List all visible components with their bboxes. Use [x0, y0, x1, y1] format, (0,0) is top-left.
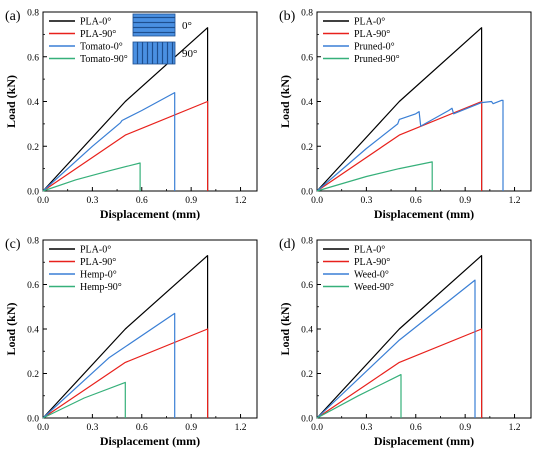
x-tick-label: 1.2 — [235, 196, 247, 206]
series-line-pla-90- — [316, 328, 483, 419]
y-tick-label: 0.0 — [301, 188, 313, 198]
x-axis-label: Displacement (mm) — [100, 434, 200, 448]
hatch-legend-label: 90° — [182, 48, 197, 60]
x-tick-label: 0.9 — [185, 423, 197, 433]
y-axis-label: Load (kN) — [4, 302, 18, 355]
y-axis-label: Load (kN) — [278, 302, 292, 355]
legend-label: Tomato-0° — [80, 42, 123, 53]
x-tick-label: 0.3 — [360, 196, 372, 206]
y-axis-label: Load (kN) — [4, 75, 18, 128]
x-tick-label: 0.6 — [410, 196, 422, 206]
y-tick-label: 0.2 — [301, 370, 313, 380]
x-tick-label: 1.2 — [509, 423, 521, 433]
legend-label: PLA-0° — [354, 245, 385, 256]
legend-label: PLA-90° — [354, 29, 390, 40]
panel-tag: (b) — [279, 9, 296, 24]
panel-tag: (c) — [5, 237, 21, 252]
chart-panel-2: (b) 0.0 0.3 0.6 0.9 1.2 0.0 0.2 0.4 0.6 0.8 Displac… — [278, 9, 532, 221]
legend-label: Tomato-90° — [80, 54, 128, 65]
panel-tag: (a) — [5, 9, 21, 24]
legend-label: Hemp-90° — [80, 282, 122, 293]
y-tick-label: 0.0 — [27, 188, 39, 198]
y-axis-label: Load (kN) — [278, 75, 292, 128]
panel-tag: (d) — [279, 237, 296, 252]
legend-label: PLA-0° — [80, 245, 111, 256]
y-tick-label: 0.8 — [27, 237, 39, 247]
legend-label: PLA-0° — [354, 17, 385, 28]
series-line-pruned-0- — [316, 99, 504, 192]
legend-label: Pruned-0° — [354, 42, 395, 53]
legend-label: PLA-90° — [80, 257, 116, 268]
x-tick-label: 0.0 — [37, 423, 49, 433]
y-tick-label: 0.4 — [27, 326, 39, 336]
hatch-horizontal-swatch — [132, 13, 176, 37]
x-axis-label: Displacement (mm) — [374, 434, 474, 448]
y-tick-label: 0.4 — [301, 98, 313, 108]
chart-panel-1: (a) 0.0 0.3 0.6 0.9 1.2 0.0 0.2 0.4 0.6 0.8 Displac… — [4, 9, 258, 221]
plot-frame — [42, 11, 258, 192]
hatch-vertical-swatch — [132, 41, 176, 65]
series-line-hemp-90- — [42, 381, 126, 419]
x-tick-label: 0.9 — [185, 196, 197, 206]
x-tick-label: 1.2 — [235, 423, 247, 433]
chart-panel-3: (c) 0.0 0.3 0.6 0.9 1.2 0.0 0.2 0.4 0.6 0.8 Displac… — [4, 237, 258, 448]
y-tick-label: 0.6 — [301, 281, 313, 291]
legend-label: Weed-0° — [354, 270, 389, 281]
series-line-tomato-90- — [42, 162, 141, 192]
y-tick-label: 0.6 — [27, 53, 39, 63]
series-line-pla-90- — [316, 100, 483, 192]
x-tick-label: 0.6 — [136, 423, 148, 433]
series-line-tomato-0- — [42, 91, 176, 192]
y-tick-label: 0.6 — [301, 53, 313, 63]
y-tick-label: 0.4 — [301, 326, 313, 336]
y-tick-label: 0.4 — [27, 98, 39, 108]
x-tick-label: 0.0 — [37, 196, 49, 206]
y-tick-label: 0.8 — [301, 237, 313, 247]
legend-label: Pruned-90° — [354, 54, 400, 65]
plot-frame — [316, 239, 532, 419]
y-tick-label: 0.0 — [301, 415, 313, 425]
legend-label: PLA-90° — [354, 257, 390, 268]
x-tick-label: 0.9 — [459, 423, 471, 433]
x-tick-label: 0.6 — [410, 423, 422, 433]
legend-label: Weed-90° — [354, 282, 394, 293]
y-tick-label: 0.0 — [27, 415, 39, 425]
hatch-legend-label: 0° — [182, 20, 192, 32]
series-line-hemp-0- — [42, 312, 176, 419]
series-line-pla-90- — [42, 328, 209, 419]
x-tick-label: 0.6 — [136, 196, 148, 206]
series-line-pla-0- — [316, 27, 483, 192]
series-line-pla-90- — [42, 100, 209, 192]
y-tick-label: 0.8 — [301, 9, 313, 19]
series-line-pruned-90- — [316, 161, 433, 192]
x-tick-label: 0.9 — [459, 196, 471, 206]
chart-panel-4: (d) 0.0 0.3 0.6 0.9 1.2 0.0 0.2 0.4 0.6 0.8 Displac… — [278, 237, 532, 448]
plot-frame — [42, 239, 258, 419]
y-tick-label: 0.2 — [27, 370, 39, 380]
legend-label: PLA-90° — [80, 29, 116, 40]
series-line-weed-90- — [316, 374, 402, 419]
x-tick-label: 0.0 — [311, 196, 323, 206]
x-axis-label: Displacement (mm) — [100, 207, 200, 221]
x-axis-label: Displacement (mm) — [374, 207, 474, 221]
series-line-weed-0- — [316, 279, 476, 419]
x-tick-label: 0.3 — [86, 423, 98, 433]
y-tick-label: 0.6 — [27, 281, 39, 291]
x-tick-label: 0.3 — [360, 423, 372, 433]
y-tick-label: 0.2 — [301, 143, 313, 153]
x-tick-label: 0.3 — [86, 196, 98, 206]
x-tick-label: 0.0 — [311, 423, 323, 433]
y-tick-label: 0.2 — [27, 143, 39, 153]
series-line-pla-0- — [316, 255, 483, 419]
legend-label: Hemp-0° — [80, 270, 117, 281]
x-tick-label: 1.2 — [509, 196, 521, 206]
legend-label: PLA-0° — [80, 17, 111, 28]
y-tick-label: 0.8 — [27, 9, 39, 19]
